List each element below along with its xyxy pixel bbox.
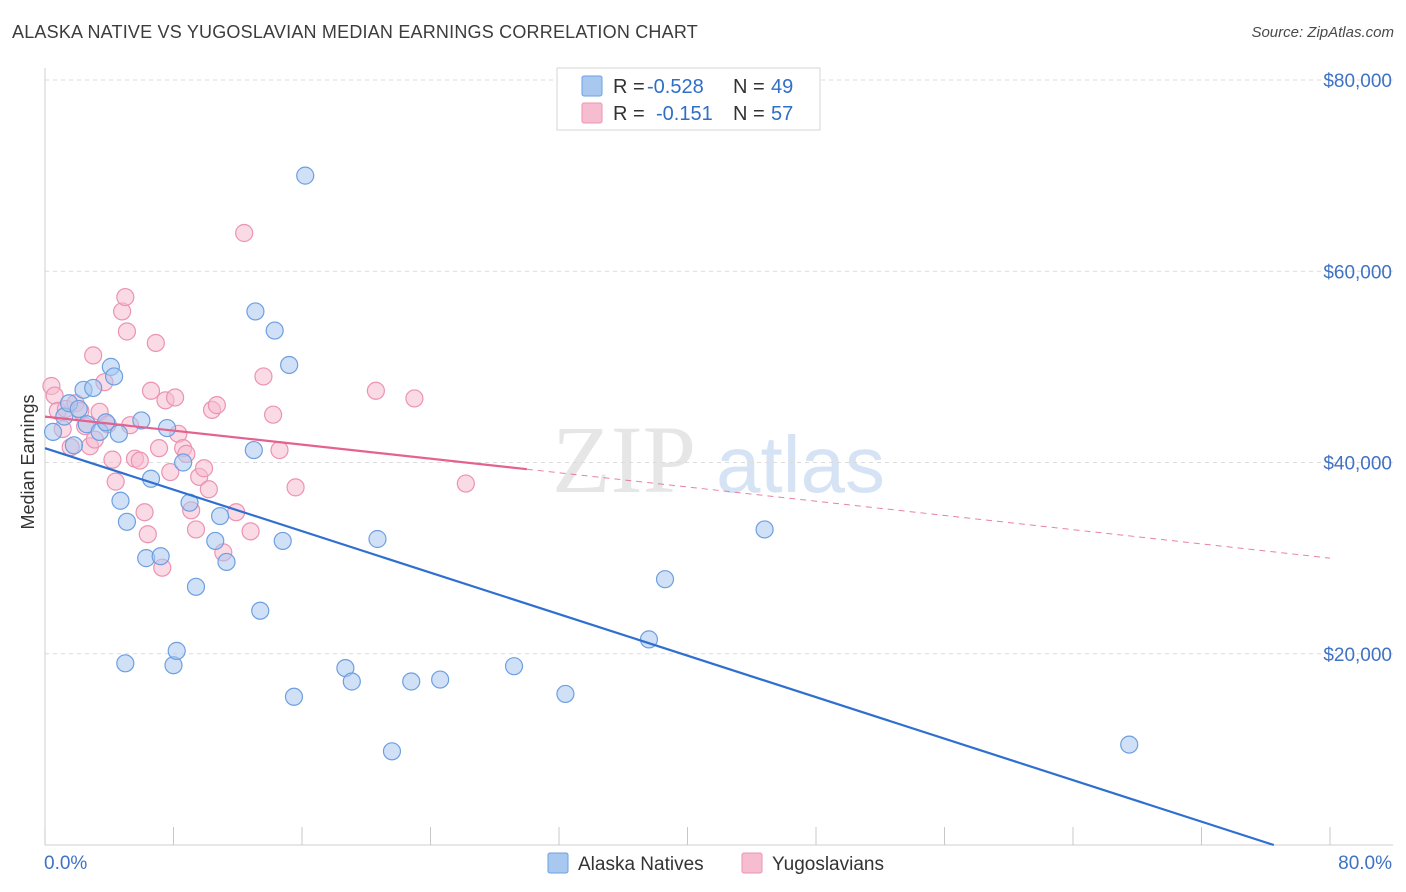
y-tick-label-0: $20,000 (1323, 645, 1392, 666)
bottom-legend-yugoslavians: Yugoslavians (772, 854, 884, 875)
alaska-native-point-39 (368, 529, 387, 549)
yugoslavians-points (42, 223, 475, 577)
legend-pink-n-value: 57 (771, 103, 793, 125)
alaska-native-point-44 (556, 684, 575, 704)
alaska-native-point-35 (284, 687, 304, 706)
source-label: Source: ZipAtlas.com (1251, 24, 1394, 41)
yugoslavian-point-23 (135, 503, 154, 522)
yugoslavian-point-24 (138, 525, 157, 544)
alaska-native-point-15 (116, 654, 135, 673)
axes (44, 68, 1393, 846)
alaska-native-point-42 (431, 670, 450, 689)
alaska-native-point-25 (186, 577, 206, 596)
yugoslavian-point-18 (116, 287, 135, 307)
alaska-native-point-28 (217, 552, 236, 572)
alaska-native-point-23 (174, 453, 193, 472)
tick-labels: $20,000 $40,000 $60,000 $80,000 0.0% 80.0% (44, 71, 1392, 874)
trend-lines (44, 415, 1331, 847)
alaska-native-point-12 (109, 424, 128, 443)
yugoslavian-point-10 (84, 346, 103, 365)
alaska-native-point-0 (43, 422, 63, 441)
yugoslavian-point-46 (254, 367, 273, 386)
x-tick-label-max: 80.0% (1338, 853, 1392, 874)
watermark-atlas: atlas (716, 420, 885, 509)
yugoslavian-point-47 (263, 405, 283, 424)
alaska-native-point-7 (84, 378, 103, 398)
alaska-native-point-26 (206, 531, 225, 551)
legend-swatch-pink (581, 102, 603, 124)
y-axis-label: Median Earnings (18, 394, 38, 529)
yugoslavian-point-16 (106, 472, 125, 491)
alaska-native-point-38 (342, 672, 361, 691)
yugoslavian-point-25 (141, 381, 161, 400)
yugoslavian-point-48 (270, 440, 289, 460)
yugoslavian-trend-extension (526, 468, 1331, 559)
yugoslavian-point-15 (103, 450, 122, 469)
alaska-native-point-11 (104, 367, 124, 386)
yugoslavian-point-38 (194, 459, 214, 478)
alaska-native-point-46 (655, 570, 675, 589)
alaska-native-point-34 (280, 355, 299, 375)
legend-swatch-blue (581, 75, 603, 97)
watermark-zip: ZIP (552, 406, 696, 513)
alaska-native-point-48 (1120, 735, 1139, 754)
yugoslavian-point-50 (366, 381, 385, 400)
alaska-native-point-36 (296, 166, 315, 185)
legend-pink-r-value: -0.151 (656, 103, 713, 125)
y-tick-label-1: $40,000 (1323, 454, 1392, 475)
alaska-native-point-32 (265, 321, 284, 340)
alaska-native-point-4 (69, 399, 88, 419)
alaska-native-point-40 (382, 742, 402, 761)
yugoslavian-point-30 (161, 462, 180, 482)
alaska-native-point-47 (755, 520, 774, 539)
alaska-native-point-33 (273, 531, 292, 551)
yugoslavian-point-41 (207, 396, 226, 415)
y-tick-label-3: $80,000 (1323, 71, 1392, 92)
series-legend: Alaska Natives Yugoslavians (547, 852, 884, 875)
legend-pink-n-label: N = (733, 103, 765, 125)
alaska-natives-points (43, 166, 1139, 761)
yugoslavian-point-22 (130, 451, 149, 470)
chart-title: ALASKA NATIVE VS YUGOSLAVIAN MEDIAN EARN… (12, 22, 698, 42)
legend-blue-r-value: -0.528 (647, 76, 704, 98)
alaska-native-point-14 (117, 512, 137, 531)
y-tick-label-2: $60,000 (1323, 262, 1392, 283)
yugoslavian-point-26 (146, 333, 165, 353)
alaska-native-point-20 (157, 418, 177, 438)
alaska-native-point-41 (402, 672, 421, 691)
alaska-native-point-13 (111, 491, 130, 510)
x-tick-label-min: 0.0% (44, 853, 87, 874)
alaska-native-point-31 (251, 601, 270, 620)
bottom-legend-alaska-natives: Alaska Natives (578, 854, 704, 875)
alaska-native-point-27 (210, 506, 230, 526)
bottom-legend-swatch-pink (741, 852, 763, 874)
alaska-native-point-3 (64, 436, 84, 455)
yugoslavian-point-19 (117, 322, 137, 341)
legend-blue-n-value: 49 (771, 76, 793, 98)
yugoslavian-point-39 (199, 480, 218, 499)
legend-blue-r-label: R = (613, 76, 645, 98)
alaska-native-trend-line (44, 447, 1275, 847)
bottom-legend-swatch-blue (547, 852, 569, 874)
yugoslavian-point-27 (149, 439, 169, 458)
alaska-native-point-19 (151, 547, 170, 566)
gridlines (45, 79, 1393, 655)
alaska-native-point-29 (244, 440, 263, 460)
yugoslavian-point-51 (405, 389, 424, 408)
yugoslavian-point-44 (235, 223, 254, 243)
yugoslavian-point-31 (166, 388, 185, 407)
correlation-legend: R = -0.528 N = 49 R = -0.151 N = 57 (556, 67, 821, 131)
legend-pink-r-label: R = (613, 103, 645, 125)
alaska-native-point-30 (246, 302, 265, 321)
yugoslavian-trend-line (44, 415, 527, 471)
yugoslavian-point-49 (286, 478, 305, 497)
yugoslavian-point-52 (456, 474, 475, 493)
legend-blue-n-label: N = (733, 76, 765, 98)
alaska-native-point-16 (132, 411, 151, 430)
alaska-native-point-43 (504, 657, 524, 676)
yugoslavian-point-45 (241, 522, 260, 541)
yugoslavian-point-36 (186, 520, 206, 539)
alaska-native-point-22 (167, 641, 186, 660)
